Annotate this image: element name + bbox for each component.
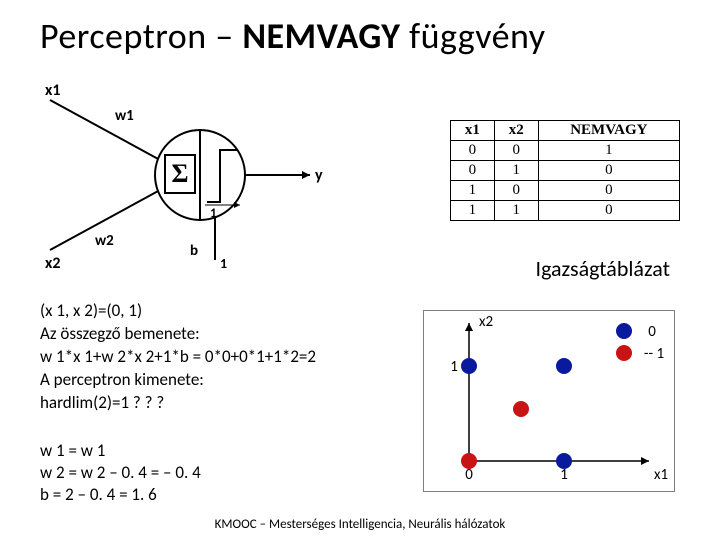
title-suffix: függvény	[400, 14, 545, 58]
calc-line: A perceptron kimenete:	[40, 369, 316, 392]
title-bold: NEMVAGY	[242, 14, 400, 58]
table-header-row: x1 x2 NEMVAGY	[451, 121, 680, 141]
th-x2: x2	[494, 121, 538, 141]
th-x1: x1	[451, 121, 495, 141]
plot-point	[513, 401, 529, 417]
svg-text:x2: x2	[479, 313, 493, 331]
svg-text:y: y	[315, 166, 323, 185]
plot-point	[556, 358, 572, 374]
svg-text:x1: x1	[654, 466, 668, 484]
svg-text:b: b	[190, 242, 198, 260]
calc-line: hardlim(2)=1 ? ? ?	[40, 392, 316, 415]
plot-point	[461, 358, 477, 374]
calc-line: w 1*x 1+w 2*x 2+1*b = 0*0+0*1+1*2=2	[40, 346, 316, 369]
title-prefix: Perceptron –	[40, 14, 242, 58]
svg-text:0: 0	[648, 323, 656, 341]
table-row: 001	[451, 141, 680, 161]
svg-text:1: 1	[220, 255, 227, 270]
sigma-symbol: Σ	[172, 159, 189, 188]
svg-text:x2: x2	[45, 254, 60, 270]
truth-table-caption: Igazságtáblázat	[536, 255, 670, 282]
th-out: NEMVAGY	[538, 121, 679, 141]
slide-title: Perceptron – NEMVAGY függvény	[40, 14, 700, 58]
calculation-block-2: w 1 = w 1 w 2 = w 2 – 0. 4 = – 0. 4 b = …	[40, 440, 201, 506]
svg-text:w2: w2	[95, 232, 114, 250]
table-row: 010	[451, 161, 680, 181]
svg-text:w1: w1	[115, 107, 134, 125]
table-row: 110	[451, 201, 680, 221]
svg-text:x1: x1	[45, 81, 60, 100]
calc-line: Az összegző bemenete:	[40, 323, 316, 346]
calc-line: w 1 = w 1	[40, 440, 201, 462]
plot-point	[461, 453, 477, 469]
plot-point	[556, 453, 572, 469]
truth-table: x1 x2 NEMVAGY 001 010 100 110	[450, 120, 680, 221]
perceptron-diagram: Σ 1 x1 x2 w1 w2 b 1 y	[40, 80, 340, 270]
classification-plot: 0 1 1 x1 x2 0 -- 1	[423, 310, 675, 492]
calc-line: (x 1, x 2)=(0, 1)	[40, 300, 316, 323]
calculation-block-1: (x 1, x 2)=(0, 1) Az összegző bemenete: …	[40, 300, 316, 415]
svg-text:1: 1	[210, 206, 217, 221]
svg-text:1: 1	[450, 358, 458, 376]
table-row: 100	[451, 181, 680, 201]
calc-line: b = 2 – 0. 4 = 1. 6	[40, 484, 201, 506]
footer-text: KMOOC – Mesterséges Intelligencia, Neurá…	[0, 517, 720, 532]
svg-text:-- 1: -- 1	[644, 345, 664, 363]
calc-line: w 2 = w 2 – 0. 4 = – 0. 4	[40, 462, 201, 484]
